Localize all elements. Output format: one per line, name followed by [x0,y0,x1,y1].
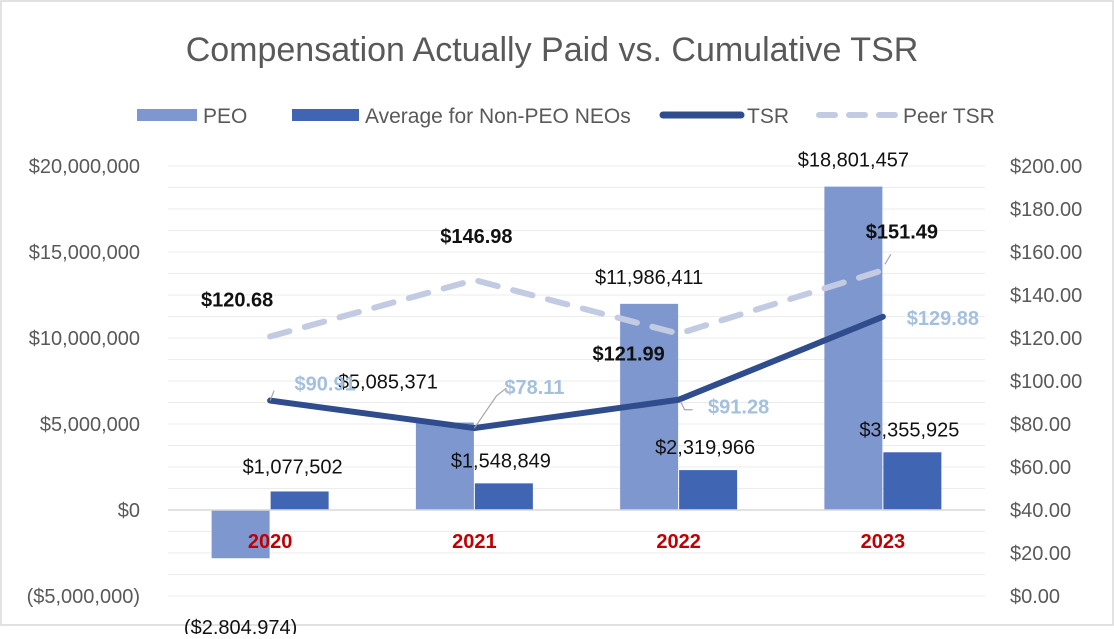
y-axis-left: $20,000,000 $15,000,000 $10,000,000 $5,000,… [27,156,140,608]
y-tick-label: $5,000,000 [40,414,140,436]
bar-nonpeo-2023 [883,452,942,510]
line-tsr [267,313,886,432]
bar-nonpeo-2022 [679,470,738,510]
data-labels: ($2,804,974) $5,085,371 $11,986,411 $18,801… [184,150,979,639]
y-tick-label: $20,000,000 [29,156,140,178]
y2-tick-label: $100.00 [1010,371,1082,393]
leader-line-peer-2023 [884,253,892,265]
legend-label-peo: PEO [203,105,247,128]
legend-swatch-peo [137,109,197,121]
data-label-tsr-2022: $91.28 [708,397,769,419]
bar-nonpeo-2021 [474,483,533,510]
data-label-peer-2020: $120.68 [201,290,273,312]
data-label-nonpeo-2023: $3,355,925 [859,419,959,441]
y2-tick-label: $20.00 [1010,543,1071,565]
legend-swatch-nonpeo [292,109,359,121]
legend: PEO Average for Non-PEO NEOs TSR Peer TSR [137,105,995,128]
data-label-nonpeo-2020: $1,077,502 [243,456,343,478]
x-tick-label-2020: 2020 [248,531,293,553]
data-label-tsr-2020: $90.91 [295,374,356,396]
legend-label-peer: Peer TSR [903,105,995,128]
x-tick-label-2023: 2023 [861,531,906,553]
data-label-nonpeo-2022: $2,319,966 [655,437,755,459]
y2-tick-label: $140.00 [1010,285,1082,307]
y2-tick-label: $80.00 [1010,414,1071,436]
data-label-peo-2023: $18,801,457 [798,150,909,172]
y2-tick-label: $160.00 [1010,242,1082,264]
data-label-peer-2023: $151.49 [866,221,938,243]
x-axis: 2020 2021 2022 2023 [168,509,985,553]
line-peer [267,267,886,340]
y-tick-label: $15,000,000 [29,242,140,264]
y-tick-label: ($5,000,000) [27,586,140,608]
data-label-nonpeo-2021: $1,548,849 [451,450,551,472]
lines [267,267,886,432]
chart-border [0,0,1114,626]
y-tick-label: $0 [118,500,140,522]
y2-tick-label: $0.00 [1010,586,1060,608]
data-label-peer-2022: $121.99 [592,344,664,366]
data-label-tsr-2021: $78.11 [504,377,564,399]
data-label-tsr-2023: $129.88 [907,308,979,330]
y-axis-right: $200.00 $180.00 $160.00 $140.00 $120.00 $100.… [1010,156,1082,608]
y2-tick-label: $60.00 [1010,457,1071,479]
y-tick-label: $10,000,000 [29,328,140,350]
bar-nonpeo-2020 [270,491,329,510]
leader-line-tsr-2020 [269,390,275,401]
legend-label-tsr: TSR [747,105,789,128]
legend-label-nonpeo: Average for Non-PEO NEOs [365,105,631,128]
y2-tick-label: $40.00 [1010,500,1071,522]
data-label-peo-2020: ($2,804,974) [184,617,297,634]
leader-line-tsr-2021 [473,387,507,429]
y2-tick-label: $180.00 [1010,199,1082,221]
data-label-peo-2021: $5,085,371 [338,372,438,394]
x-tick-label-2022: 2022 [656,531,701,553]
bar-peo-2023 [824,186,883,511]
data-label-peo-2022: $11,986,411 [595,267,703,289]
data-label-peer-2021: $146.98 [440,226,512,248]
chart-title: Compensation Actually Paid vs. Cumulativ… [186,31,919,69]
y2-tick-label: $120.00 [1010,328,1082,350]
bar-peo-2021 [415,422,474,510]
leader-line-tsr-2022 [680,401,693,411]
y2-tick-label: $200.00 [1010,156,1082,178]
x-tick-label-2021: 2021 [452,531,497,553]
bar-peo-2020 [211,510,270,559]
